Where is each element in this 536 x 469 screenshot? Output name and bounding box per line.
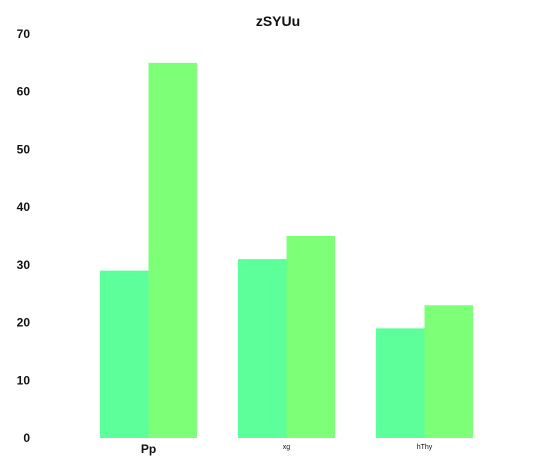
x-tick-label: Pp <box>141 442 156 456</box>
x-axis-ticks: Pp xg hThy <box>141 442 433 456</box>
y-tick-label: 40 <box>17 200 31 214</box>
y-axis-ticks: 0 10 20 30 40 50 60 70 <box>17 27 31 445</box>
x-tick-label: hThy <box>417 444 433 451</box>
y-tick-label: 10 <box>17 373 31 387</box>
bar <box>100 270 149 438</box>
x-tick-label: xg <box>283 444 291 451</box>
bar <box>148 62 197 438</box>
bar <box>238 259 287 438</box>
bar <box>376 328 425 438</box>
chart-title: zSYUu <box>256 13 300 29</box>
bar <box>424 305 473 438</box>
y-tick-label: 50 <box>17 142 31 156</box>
bar <box>286 236 335 438</box>
y-tick-label: 0 <box>23 431 30 445</box>
y-tick-label: 70 <box>17 27 31 41</box>
y-tick-label: 20 <box>17 316 31 330</box>
y-tick-label: 60 <box>17 85 31 99</box>
bar-series <box>100 62 473 438</box>
y-tick-label: 30 <box>17 258 31 272</box>
